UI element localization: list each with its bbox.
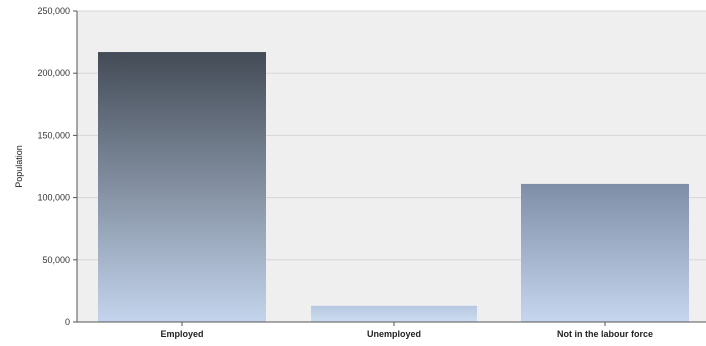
y-tick-labels: 0 50,000 100,000 150,000 200,000 250,000 xyxy=(37,6,77,327)
y-tick-label: 100,000 xyxy=(37,193,70,203)
y-axis-title: Population xyxy=(14,145,24,188)
x-category-labels: Employed Unemployed Not in the labour forc… xyxy=(160,322,653,339)
y-tick-label: 50,000 xyxy=(42,255,70,265)
bars xyxy=(98,52,689,322)
y-tick-label: 150,000 xyxy=(37,130,70,140)
bar-employed xyxy=(98,52,266,322)
y-tick-label: 0 xyxy=(65,317,70,327)
x-category-label: Not in the labour force xyxy=(557,329,653,339)
bar-unemployed xyxy=(311,305,477,322)
y-tick-label: 200,000 xyxy=(37,68,70,78)
x-category-label: Employed xyxy=(160,329,203,339)
y-tick-label: 250,000 xyxy=(37,6,70,16)
bar-not-in-the-labour-force xyxy=(521,183,689,322)
x-category-label: Unemployed xyxy=(367,329,421,339)
